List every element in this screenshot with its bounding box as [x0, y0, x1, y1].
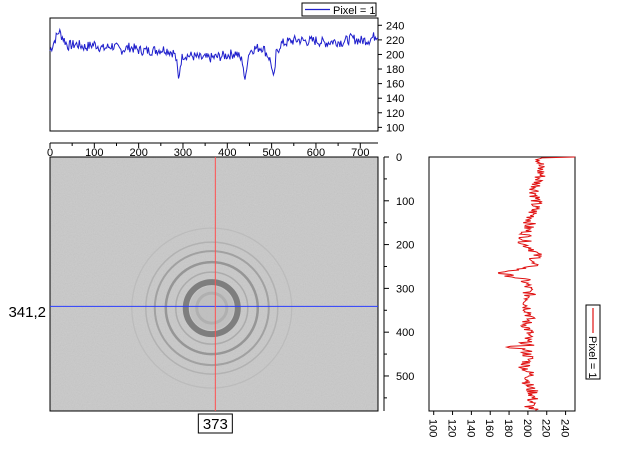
image-x-tick-label: 500 [262, 147, 280, 159]
top-legend-box [301, 2, 377, 17]
top-legend-label: Pixel = 1 [333, 5, 376, 17]
image-y-tick-label: 0 [396, 152, 402, 164]
side-profile-x-axis: 100 120 140 160 180 200 220 240 [427, 411, 571, 437]
top-y-tick-label: 140 [386, 93, 404, 105]
side-profile-legend: Pixel = 1 [585, 304, 601, 380]
ring-center [189, 286, 234, 331]
side-x-tick-label: 120 [446, 419, 458, 437]
diffraction-ring [182, 279, 241, 338]
image-y-tick-label: 100 [396, 196, 414, 208]
top-y-tick-label: 240 [386, 20, 404, 32]
image-x-axis: 0 100 200 300 400 500 600 700 [47, 142, 378, 159]
image-x-tick-label: 700 [351, 147, 369, 159]
side-x-tick-label: 220 [540, 419, 552, 437]
side-profile-line [497, 156, 576, 411]
top-y-tick-label: 160 [386, 79, 404, 91]
diffraction-ring [164, 260, 260, 356]
side-legend-box [585, 304, 601, 380]
top-y-tick-label: 200 [386, 49, 404, 61]
diffraction-ring [153, 250, 270, 367]
image-x-tick-label: 400 [218, 147, 236, 159]
image-panel: 0 100 200 300 400 500 600 700 0100200300400500 … [8, 142, 414, 434]
image-x-tick-label: 100 [85, 147, 103, 159]
image-frame [49, 156, 379, 412]
row-readout: 341,2 [8, 304, 46, 321]
top-y-tick-label: 180 [386, 64, 404, 76]
top-y-tick-label: 100 [386, 122, 404, 134]
diffraction-ring [145, 241, 279, 375]
side-x-tick-label: 240 [559, 419, 571, 437]
image-x-tick-label: 200 [129, 147, 147, 159]
column-readout: 373 [203, 416, 228, 433]
side-profile-frame [428, 156, 576, 412]
side-x-tick-label: 140 [464, 419, 476, 437]
top-y-tick-label: 120 [386, 108, 404, 120]
image-x-tick-label: 300 [174, 147, 192, 159]
image-x-tick-label: 600 [307, 147, 325, 159]
side-x-tick-label: 200 [521, 419, 533, 437]
diffraction-rings [131, 227, 293, 389]
top-y-tick-label: 220 [386, 35, 404, 47]
side-x-tick-label: 160 [483, 419, 495, 437]
side-x-tick-label: 180 [502, 419, 514, 437]
diffraction-ring [175, 271, 249, 345]
column-readout-box [197, 413, 233, 434]
image-y-tick-label: 400 [396, 327, 414, 339]
image-y-tick-label: 300 [396, 283, 414, 295]
image-x-tick-label: 0 [47, 147, 53, 159]
diffraction-ring [131, 227, 293, 389]
side-profile-panel: 100 120 140 160 180 200 220 240 Pixel = 1 [427, 156, 601, 437]
image-y-tick-label: 200 [396, 240, 414, 252]
side-legend-label: Pixel = 1 [586, 336, 598, 379]
image-y-axis: 0 100 200 300 400 500 [383, 152, 414, 411]
top-profile-panel: 100 120 140 160 180 200 220 240 Pixel = 1 [49, 2, 404, 134]
top-profile-y-axis: 100 120 140 160 180 200 220 240 [378, 20, 404, 134]
top-profile-frame [49, 17, 379, 132]
image-y-tick-label: 500 [396, 371, 414, 383]
top-profile-line [49, 27, 379, 80]
top-profile-legend: Pixel = 1 [301, 2, 377, 17]
side-x-tick-label: 100 [427, 419, 439, 437]
